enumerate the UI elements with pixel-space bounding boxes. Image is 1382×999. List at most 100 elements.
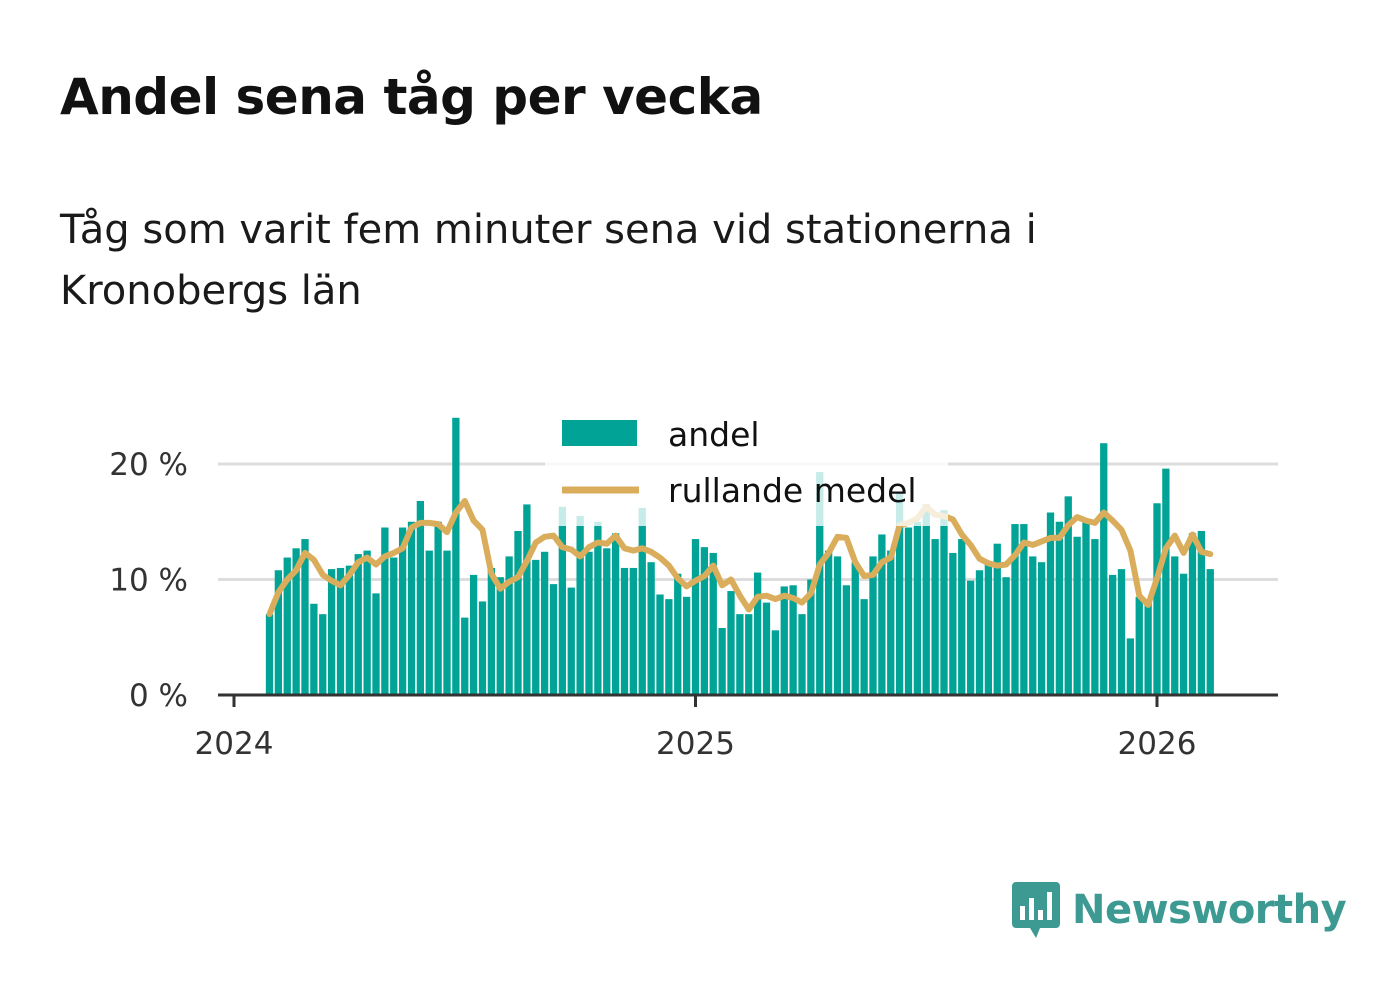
bar (753, 572, 762, 695)
bar (301, 539, 309, 695)
bar (895, 492, 904, 695)
bar (1144, 600, 1152, 695)
bar (851, 562, 859, 695)
x-tick-label: 2025 (656, 726, 735, 762)
bar (1029, 556, 1037, 695)
bar (718, 628, 726, 695)
bar (310, 603, 318, 695)
bar (629, 567, 638, 695)
bar (514, 530, 522, 695)
bar (984, 562, 993, 695)
bar (1117, 569, 1126, 695)
bar (789, 585, 797, 695)
bar (736, 614, 744, 695)
bar (558, 506, 567, 695)
bar (674, 573, 682, 695)
bar (407, 521, 416, 695)
bar (354, 554, 362, 695)
bar (487, 567, 496, 695)
chart-title: Andel sena tåg per vecka (60, 68, 763, 126)
bar (496, 577, 504, 695)
bar (549, 584, 558, 695)
bar (1100, 443, 1108, 695)
bar (745, 614, 753, 695)
line-series-rullande-medel (266, 498, 1214, 618)
bar (682, 596, 691, 695)
bar (691, 539, 700, 695)
bar (1020, 524, 1028, 695)
bar (1153, 503, 1161, 695)
bar (620, 567, 629, 695)
bar (1171, 556, 1179, 695)
bar (265, 614, 274, 695)
bar (381, 527, 389, 695)
bar (452, 417, 460, 695)
bar (922, 504, 930, 695)
bar (966, 580, 975, 695)
legend-label-rullande-medel: rullande medel (668, 471, 917, 510)
bar (390, 557, 398, 695)
bar (567, 587, 575, 695)
bar (665, 599, 673, 695)
bar (1002, 577, 1010, 695)
x-tick-label: 2024 (195, 726, 274, 762)
y-tick-label: 10 % (109, 563, 188, 599)
bar (878, 534, 886, 695)
bar (1011, 524, 1019, 695)
bar (1206, 569, 1214, 695)
y-tick-label: 0 % (129, 678, 188, 714)
bar (372, 593, 380, 695)
bar (416, 500, 425, 695)
bar (1046, 512, 1055, 695)
bar (363, 550, 371, 695)
bar (1091, 539, 1099, 695)
bar (807, 579, 815, 695)
bar (1197, 530, 1206, 695)
bar (709, 552, 717, 695)
bar (869, 556, 877, 695)
bar (1037, 562, 1046, 695)
bar (398, 527, 407, 695)
bar (603, 548, 611, 695)
bar (762, 602, 771, 695)
bar-series-andel (265, 417, 1214, 695)
bar (1162, 468, 1170, 695)
bar (576, 515, 584, 695)
bar (469, 574, 478, 695)
bar (336, 567, 345, 695)
rolling-mean-line (266, 498, 1214, 618)
bar (443, 550, 451, 695)
bar (931, 539, 939, 695)
bar (656, 594, 664, 695)
bar (842, 585, 851, 695)
bar (904, 527, 913, 695)
bar (700, 547, 709, 695)
bar (292, 548, 300, 695)
legend: andel rullande medel (545, 404, 948, 526)
bar (727, 591, 735, 695)
bar (523, 504, 531, 695)
bar (1188, 533, 1197, 695)
y-tick-label: 20 % (109, 447, 188, 483)
bar (505, 556, 513, 695)
bar (1108, 574, 1117, 695)
bar (319, 614, 327, 695)
bar (327, 569, 336, 695)
bar (540, 551, 549, 695)
bar (461, 617, 469, 695)
bar (283, 557, 291, 695)
bar (638, 507, 646, 695)
bar (585, 551, 593, 695)
bar (1179, 573, 1188, 695)
axes: 0 % 10 % 20 % 2024 2025 2026 (109, 447, 1278, 762)
bar (1055, 521, 1064, 695)
bar (940, 510, 948, 695)
bar (816, 472, 824, 695)
bar (434, 521, 442, 695)
bar (833, 556, 842, 695)
bar (949, 552, 957, 695)
bar (860, 599, 868, 695)
bar (532, 559, 540, 695)
bar (824, 550, 833, 695)
